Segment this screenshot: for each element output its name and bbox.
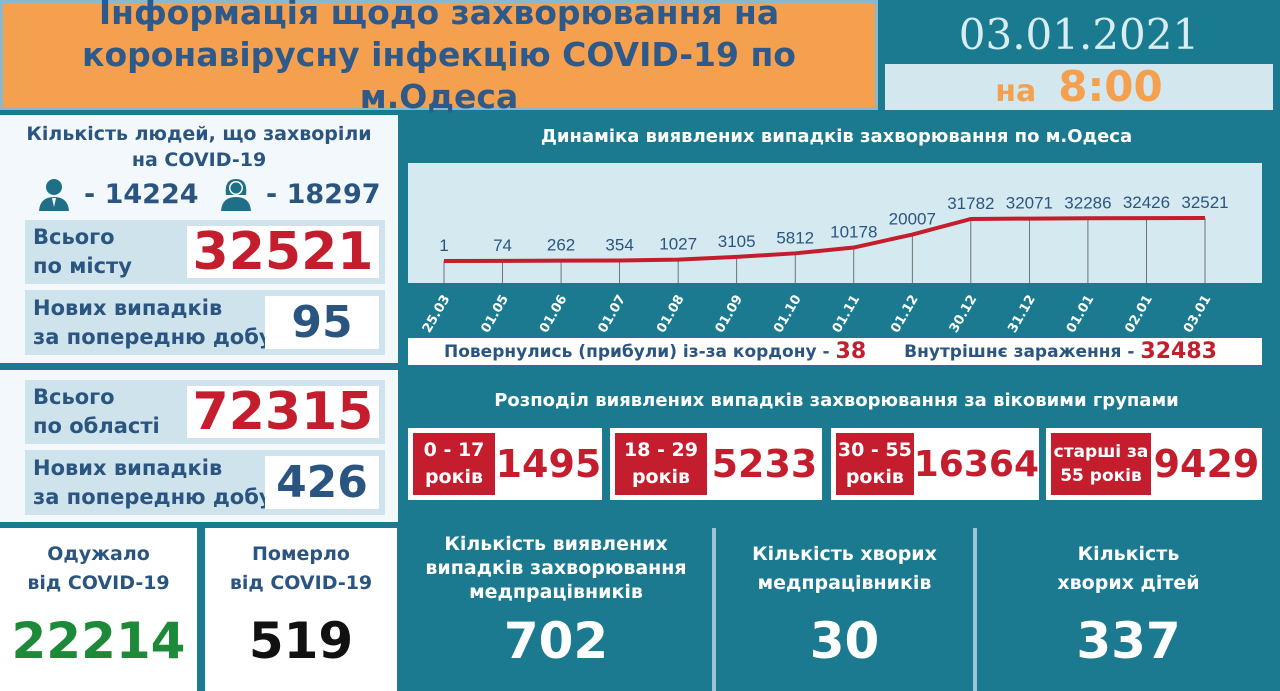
age-value: 9429 <box>1153 442 1260 486</box>
x-tick-label: 30.12 <box>947 293 981 336</box>
x-tick-label: 01.09 <box>713 293 747 336</box>
series-line <box>443 216 1206 263</box>
male-count: - 14224 <box>38 177 199 211</box>
report-time: на 8:00 <box>885 64 1273 110</box>
city-title-2: на COVID-19 <box>131 149 267 171</box>
age-group-55-plus: старші за 55 років 9429 <box>1046 428 1262 500</box>
recovered-value: 22214 <box>11 612 186 670</box>
x-tick-label: 01.06 <box>537 293 571 336</box>
man-icon <box>39 179 69 211</box>
chart-title: Динаміка виявлених випадків захворювання… <box>540 126 1133 147</box>
x-tick-label: 01.10 <box>771 293 805 336</box>
data-label: 32426 <box>1123 193 1170 212</box>
age-value: 5233 <box>711 442 818 486</box>
x-tick-label: 01.12 <box>888 293 922 336</box>
x-tick-label: 01.11 <box>830 293 864 336</box>
region-new-label: Нових випадків за попередню добу <box>33 455 273 509</box>
returned-label: Повернулись (прибули) із-за кордону - <box>444 341 830 362</box>
internal-label: Внутрішнє зараження - <box>904 341 1135 362</box>
internal-value: 32483 <box>1140 339 1217 364</box>
city-new-box: Нових випадків за попередню добу 95 <box>25 290 385 355</box>
city-total-box: Всього по місту 32521 <box>25 220 385 284</box>
data-label: 32521 <box>1181 193 1228 212</box>
returned-value: 38 <box>835 339 867 364</box>
data-label: 1027 <box>659 235 697 254</box>
age-label: 18 - 29 років <box>615 433 707 495</box>
age-group-0-17: 0 - 17 років 1495 <box>408 428 602 500</box>
data-label: 32071 <box>1006 194 1053 213</box>
kids-card: Кількість хворих дітей 337 <box>977 528 1280 691</box>
age-title: Розподіл виявлених випадків захворювання… <box>494 390 1179 411</box>
region-total-value: 72315 <box>187 382 379 442</box>
age-group-30-55: 30 - 55 років 16364 <box>831 428 1039 500</box>
city-title-1: Кількість людей, що захворіли <box>26 123 372 145</box>
region-new-box: Нових випадків за попередню добу 426 <box>25 450 385 515</box>
chart-footer: Повернулись (прибули) із-за кордону -38 … <box>408 338 1262 365</box>
x-tick-label: 02.01 <box>1122 293 1156 336</box>
city-panel: Кількість людей, що захворіли на COVID-19… <box>0 115 398 363</box>
data-label: 20007 <box>889 210 936 229</box>
x-tick-label: 01.05 <box>478 293 512 336</box>
divider <box>712 528 716 691</box>
line-chart: 1 25.03 74 01.05 262 01.06 354 01.07 1027 01.08 31… <box>408 163 1262 336</box>
med-sick-value: 30 <box>809 612 880 670</box>
woman-icon <box>221 179 251 211</box>
x-tick-label: 01.07 <box>596 293 630 336</box>
city-title: Кількість людей, що захворіли на COVID-19 <box>0 121 398 173</box>
time-value: 8:00 <box>1058 62 1163 111</box>
x-tick-label: 01.01 <box>1064 293 1098 336</box>
recovered-card: Одужало від COVID-19 22214 <box>0 528 197 691</box>
title-line-2: коронавірусну інфекцію COVID-19 по м.Оде… <box>82 35 796 116</box>
data-label: 1 <box>439 236 448 255</box>
data-label: 262 <box>547 236 575 255</box>
data-label: 32286 <box>1064 193 1111 212</box>
age-group-18-29: 18 - 29 років 5233 <box>610 428 822 500</box>
x-tick-label: 25.03 <box>420 293 454 336</box>
divider <box>973 528 977 691</box>
time-prefix: на <box>995 74 1037 109</box>
header-title: Інформація щодо захворювання на коронавір… <box>0 0 878 116</box>
report-date: 03.01.2021 <box>885 8 1273 62</box>
female-value: - 18297 <box>266 178 381 210</box>
x-tick-label: 31.12 <box>1005 293 1039 336</box>
title-line-1: Інформація щодо захворювання на <box>98 0 780 32</box>
died-value: 519 <box>248 612 354 670</box>
data-label: 354 <box>605 236 633 255</box>
city-total-value: 32521 <box>187 222 379 282</box>
data-label: 74 <box>493 236 512 255</box>
data-label: 31782 <box>947 194 994 213</box>
plot-area <box>408 163 1262 283</box>
data-label: 3105 <box>718 232 756 251</box>
med-sick-card: Кількість хворих медпрацівників 30 <box>716 528 973 691</box>
data-label: 10178 <box>830 223 877 242</box>
region-panel: Всього по області 72315 Нових випадків за … <box>0 370 398 522</box>
city-total-label: Всього по місту <box>33 225 132 278</box>
data-label: 5812 <box>776 228 814 247</box>
city-new-label: Нових випадків за попередню добу <box>33 295 273 349</box>
x-tick-label: 03.01 <box>1181 293 1215 336</box>
region-new-value: 426 <box>265 456 379 509</box>
kids-value: 337 <box>1076 612 1181 670</box>
med-cases-value: 702 <box>503 612 609 670</box>
female-count: - 18297 <box>220 177 381 211</box>
med-cases-card: Кількість виявлених випадків захворювання… <box>400 528 712 691</box>
age-value: 1495 <box>495 442 602 486</box>
city-new-value: 95 <box>265 296 379 349</box>
died-card: Померло від COVID-19 519 <box>205 528 397 691</box>
region-total-label: Всього по області <box>33 385 160 438</box>
male-value: - 14224 <box>84 178 199 210</box>
region-total-box: Всього по області 72315 <box>25 380 385 444</box>
age-label: 0 - 17 років <box>413 433 495 495</box>
age-value: 16364 <box>913 443 1039 485</box>
age-label: старші за 55 років <box>1051 433 1151 495</box>
age-label: 30 - 55 років <box>836 433 914 495</box>
x-tick-label: 01.08 <box>654 293 688 336</box>
